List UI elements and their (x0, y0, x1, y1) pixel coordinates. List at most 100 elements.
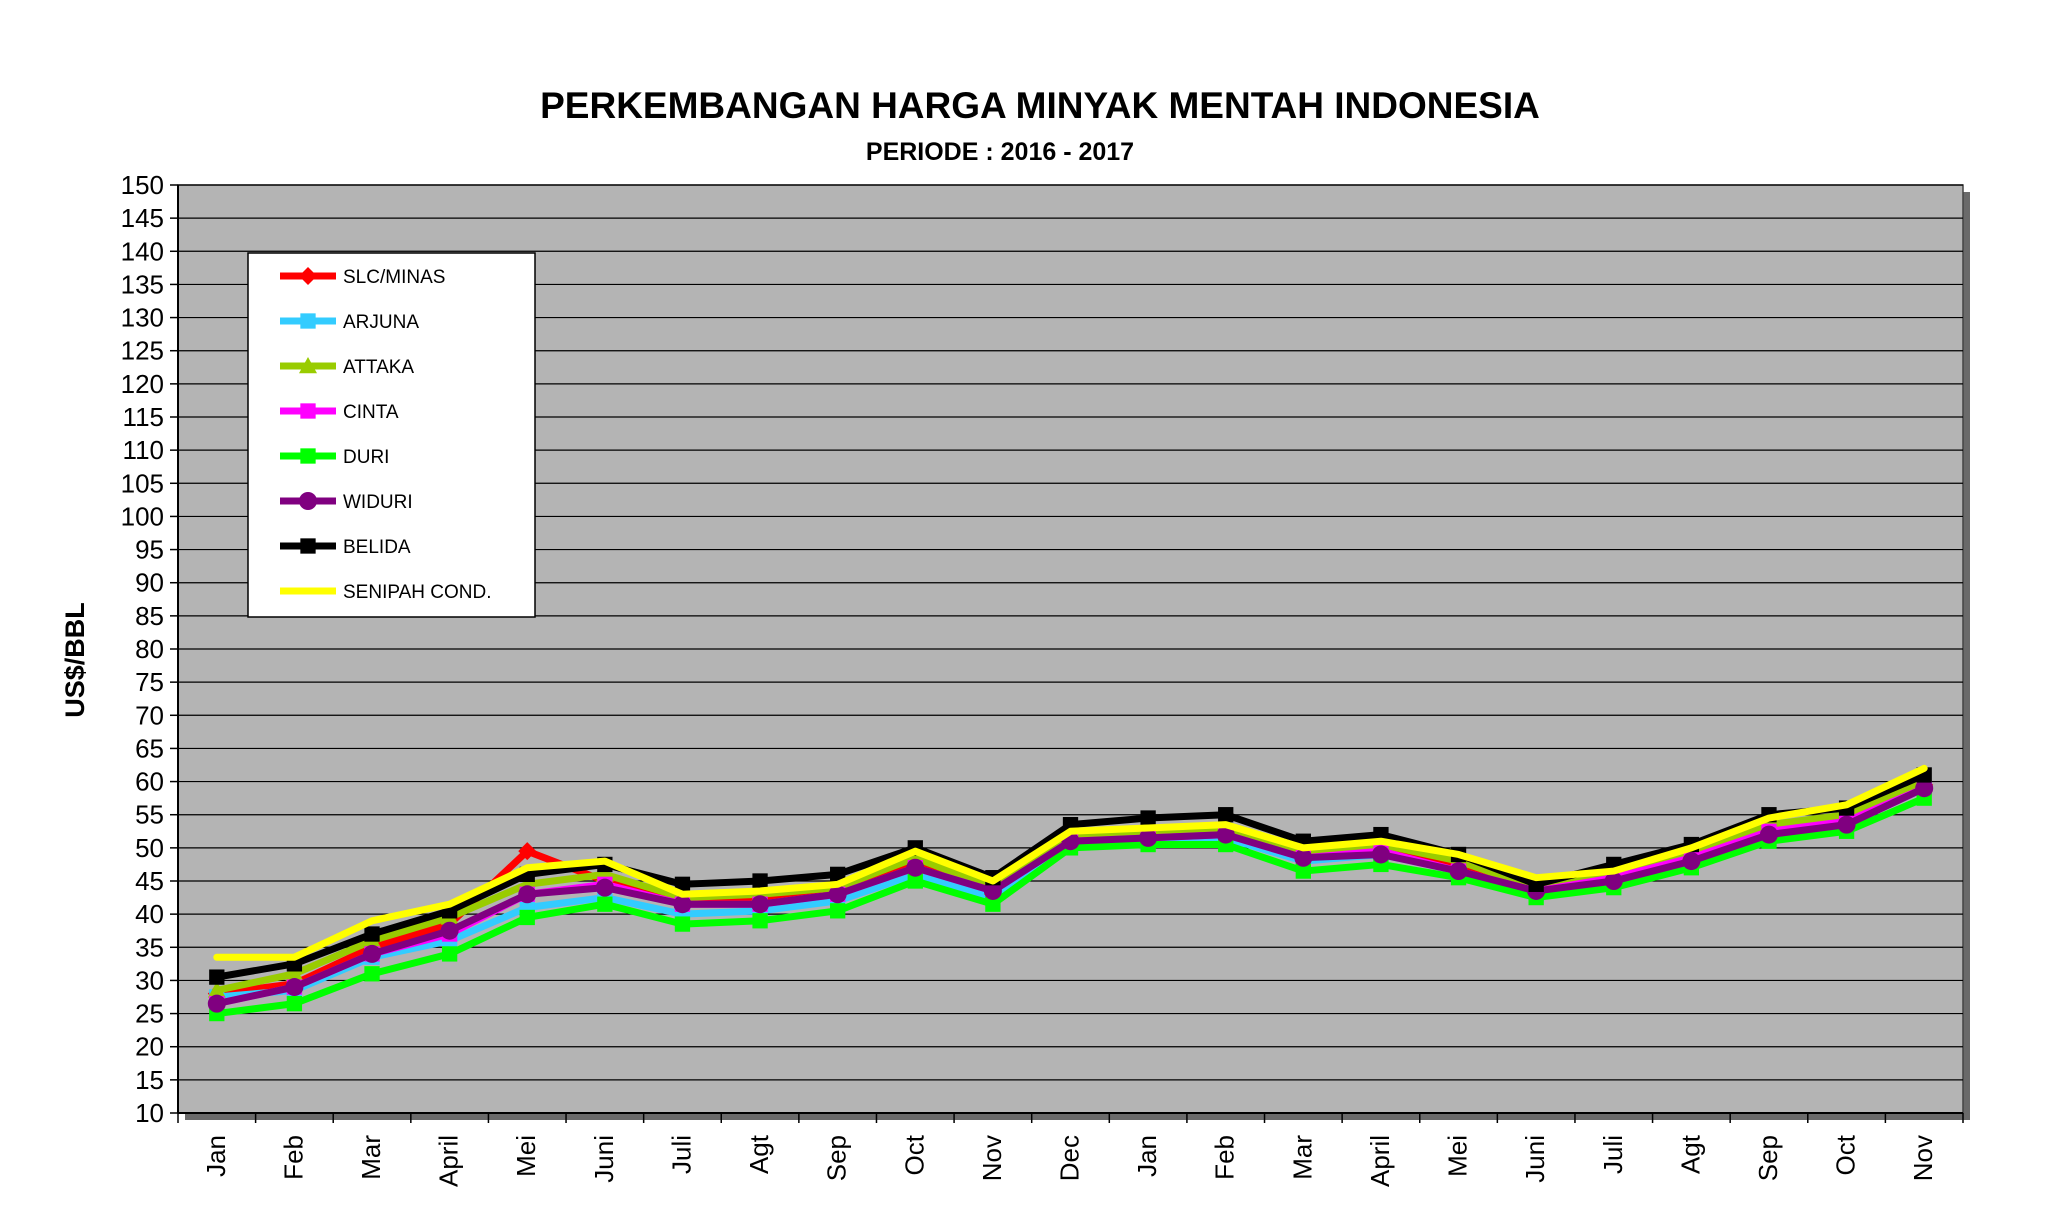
data-point (985, 896, 1001, 912)
y-tick-label: 60 (135, 767, 164, 797)
legend-item: CINTA (280, 402, 399, 423)
x-tick-label: Oct (1831, 1134, 1861, 1175)
legend-marker (299, 267, 317, 285)
y-tick-label: 70 (135, 700, 164, 730)
y-tick-label: 10 (135, 1098, 164, 1128)
y-tick-label: 135 (121, 269, 164, 299)
data-point (207, 981, 226, 998)
data-point (518, 885, 537, 904)
legend: SLC/MINAS ARJUNA ATTAKA CINTA DURI WIDURI BELI… (247, 252, 536, 618)
legend-marker (300, 403, 316, 419)
data-point (1449, 862, 1468, 881)
series-senipah-cond (213, 764, 1928, 961)
y-tick-label: 90 (135, 568, 164, 598)
legend-label: SLC/MINAS (343, 267, 445, 288)
data-point (363, 944, 382, 963)
y-tick-label: 95 (135, 535, 164, 565)
data-point (1139, 828, 1158, 847)
legend-item: BELIDA (280, 537, 411, 558)
y-axis-label: US$/BBL (60, 602, 90, 718)
chart-title: PERKEMBANGAN HARGA MINYAK MENTAH INDONES… (540, 85, 1540, 126)
y-tick-label: 15 (135, 1065, 164, 1095)
data-point (1837, 815, 1856, 834)
data-point (1140, 810, 1156, 826)
y-tick-label: 145 (121, 203, 164, 233)
legend-box (247, 252, 536, 618)
legend-label: ARJUNA (343, 312, 419, 333)
legend-label: SENIPAH COND. (343, 582, 492, 603)
x-tick-label: Mar (1287, 1135, 1317, 1180)
x-tick-label: Sep (1753, 1135, 1783, 1181)
x-tick-label: Agt (744, 1134, 774, 1174)
x-tick-label: April (434, 1135, 464, 1187)
y-tick-label: 85 (135, 601, 164, 631)
y-tick-label: 25 (135, 999, 164, 1029)
y-tick-label: 140 (121, 236, 164, 266)
data-point (207, 994, 226, 1013)
legend-marker (299, 357, 317, 374)
data-point (983, 881, 1002, 900)
y-tick-label: 150 (121, 170, 164, 200)
legend-item: DURI (280, 447, 389, 468)
data-point (752, 873, 768, 889)
data-point (595, 878, 614, 897)
y-tick-label: 50 (135, 833, 164, 863)
data-point (1604, 872, 1623, 890)
x-tick-label: Juli (1598, 1135, 1628, 1174)
data-point (364, 966, 380, 982)
y-tick-label: 20 (135, 1032, 164, 1062)
data-point (752, 913, 768, 929)
data-point (285, 964, 304, 981)
legend-item: SLC/MINAS (280, 267, 445, 288)
y-tick-label: 125 (121, 336, 164, 366)
series-widuri (207, 779, 1934, 1013)
x-tick-label: Juli (666, 1135, 696, 1174)
data-point (1218, 807, 1234, 823)
data-point (1682, 852, 1701, 871)
legend-item: WIDURI (280, 492, 413, 513)
data-point (1294, 848, 1313, 867)
data-point (751, 895, 770, 914)
y-tick-label: 45 (135, 866, 164, 896)
x-tick-label: Sep (822, 1135, 852, 1181)
legend-marker (300, 448, 316, 464)
data-point (441, 946, 458, 962)
x-tick-label: Juni (589, 1135, 619, 1183)
legend-item: ATTAKA (280, 357, 414, 378)
y-tick-label: 75 (135, 667, 164, 697)
y-tick-label: 55 (135, 800, 164, 830)
data-point (907, 873, 923, 889)
y-tick-label: 115 (123, 402, 164, 432)
data-point (519, 909, 535, 926)
x-tick-label: Mar (356, 1135, 386, 1180)
data-point (830, 903, 846, 919)
data-point (674, 876, 691, 892)
x-tick-label: Agt (1675, 1134, 1705, 1174)
data-point (906, 858, 925, 877)
data-point (285, 978, 304, 997)
data-point (1759, 825, 1778, 844)
data-point (1915, 779, 1934, 798)
x-tick-label: Jan (1132, 1135, 1162, 1177)
x-tick-label: Dec (1055, 1135, 1085, 1181)
x-tick-label: Oct (899, 1134, 929, 1175)
legend-label: DURI (343, 447, 389, 468)
y-tick-label: 35 (135, 932, 164, 962)
legend-marker (299, 492, 317, 510)
legend-marker (300, 313, 316, 329)
legend-marker (300, 538, 316, 554)
x-tick-label: Nov (1908, 1135, 1938, 1181)
x-tick-label: Feb (278, 1135, 308, 1180)
data-point (1295, 863, 1311, 879)
data-point (440, 921, 459, 940)
data-point (597, 896, 613, 912)
x-tick-label: Juni (1520, 1135, 1550, 1183)
y-tick-label: 105 (121, 468, 164, 498)
legend-label: CINTA (343, 402, 399, 423)
data-point (828, 885, 847, 904)
data-point (286, 995, 303, 1012)
data-point (209, 969, 225, 985)
y-tick-label: 130 (121, 303, 164, 333)
data-point (1371, 845, 1390, 864)
x-tick-label: Jan (201, 1135, 231, 1177)
